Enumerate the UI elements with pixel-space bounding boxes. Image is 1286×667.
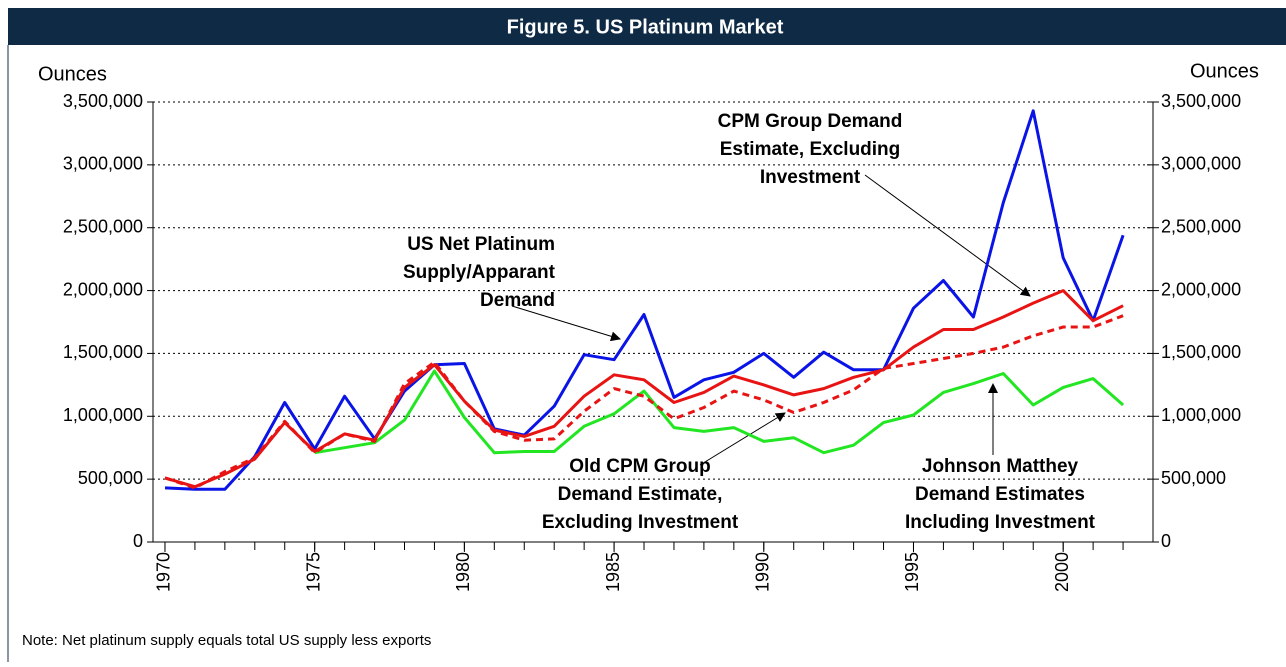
annotation: Demand xyxy=(480,290,555,311)
y-tick-label: 3,000,000 xyxy=(63,154,143,174)
series-line xyxy=(314,369,1125,455)
annotation: Demand Estimates xyxy=(915,484,1085,505)
arrows xyxy=(511,174,1031,466)
x-tick-label: 1980 xyxy=(453,552,473,592)
annotation: Excluding Investment xyxy=(542,512,739,533)
y2-tick-label: 2,000,000 xyxy=(1161,279,1241,299)
arrow xyxy=(511,305,621,342)
y-tick-label: 1,500,000 xyxy=(63,342,143,362)
chart-title: Figure 5. US Platinum Market xyxy=(507,16,784,38)
y-tick-label: 1,000,000 xyxy=(63,405,143,425)
annotation: Estimate, Excluding xyxy=(720,139,901,160)
y2-tick-label: 1,000,000 xyxy=(1161,405,1241,425)
y2-tick-label: 0 xyxy=(1161,531,1171,551)
annotation: Supply/Apparant xyxy=(403,262,556,283)
arrow xyxy=(864,174,1031,297)
y2-tick-label: 3,000,000 xyxy=(1161,154,1241,174)
y-tick-label: 3,500,000 xyxy=(63,91,143,111)
note: Note: Net platinum supply equals total U… xyxy=(22,632,431,649)
y2-axis-label: Ounces xyxy=(1190,60,1259,82)
series-line xyxy=(164,289,1124,489)
y-tick-label: 500,000 xyxy=(78,468,143,488)
x-tick-label: 1995 xyxy=(902,552,922,592)
series-line xyxy=(164,109,1125,491)
y2-tick-label: 1,500,000 xyxy=(1161,342,1241,362)
y-tick-label: 2,500,000 xyxy=(63,216,143,236)
x-tick-label: 1975 xyxy=(303,552,323,592)
x-tick-label: 1990 xyxy=(753,552,773,592)
annotation: CPM Group Demand xyxy=(718,111,903,132)
x-tick-label: 1970 xyxy=(154,552,174,592)
annotation: Old CPM Group xyxy=(569,456,710,477)
annotation: Investment xyxy=(760,167,861,188)
arrow xyxy=(699,412,786,466)
y-axis-label: Ounces xyxy=(38,63,107,85)
y2-tick-label: 500,000 xyxy=(1161,468,1226,488)
y-tick-label: 2,000,000 xyxy=(63,279,143,299)
x-tick-label: 1985 xyxy=(603,552,623,592)
annotation: US Net Platinum xyxy=(407,234,555,255)
annotation: Including Investment xyxy=(905,512,1096,533)
annotation: Demand Estimate, xyxy=(558,484,723,505)
y2-tick-label: 2,500,000 xyxy=(1161,216,1241,236)
y2-tick-label: 3,500,000 xyxy=(1161,91,1241,111)
title-band xyxy=(8,8,1286,45)
y-tick-label: 0 xyxy=(133,531,143,551)
x-tick-label: 2000 xyxy=(1052,552,1072,592)
annotation: Johnson Matthey xyxy=(922,456,1079,477)
